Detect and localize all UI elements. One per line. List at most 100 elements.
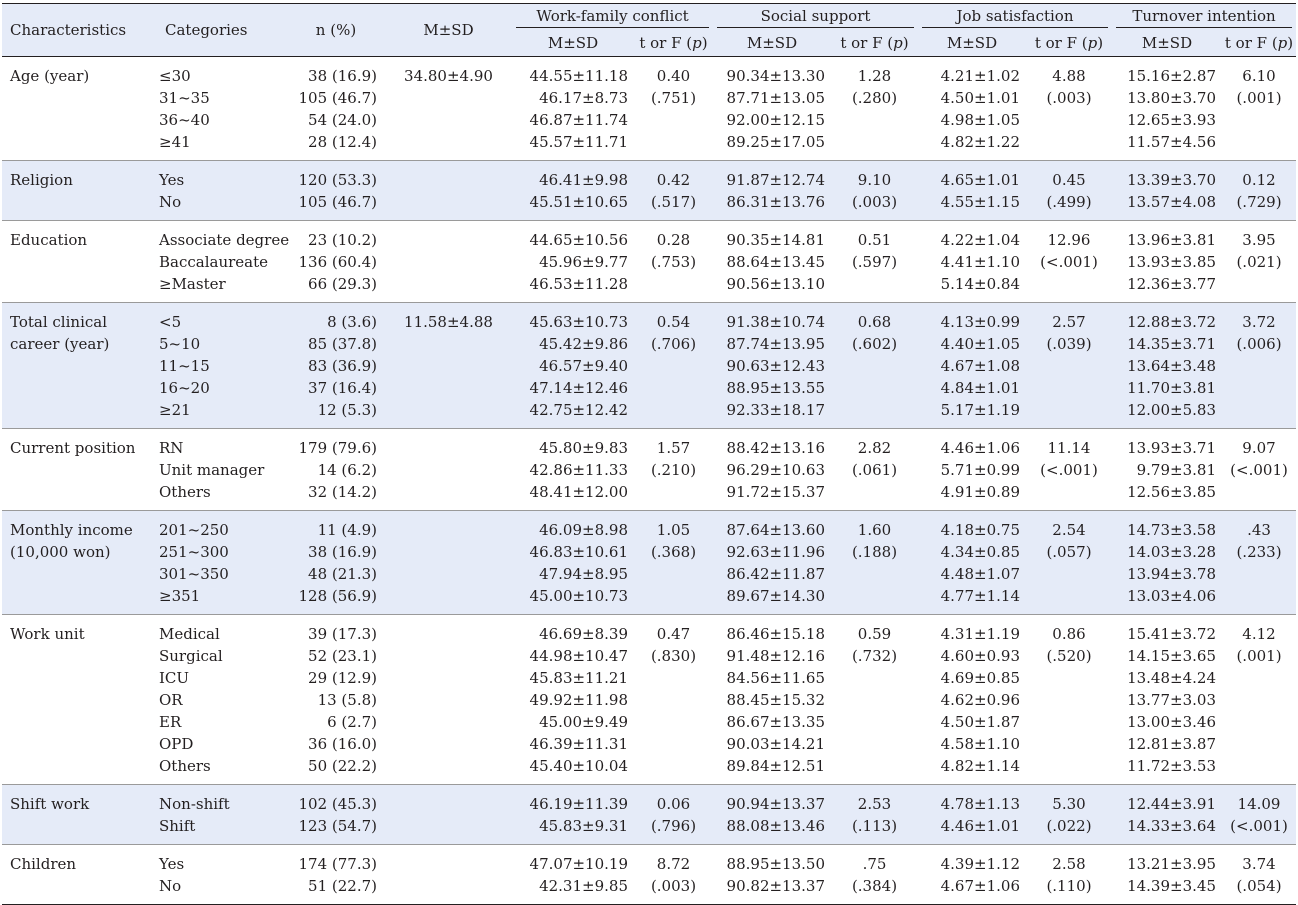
wfc-stat-cell: 8.72 (.003) bbox=[634, 845, 713, 905]
category-cell-line: Surgical bbox=[159, 647, 223, 665]
subheader-js-stat: t or F (p) bbox=[1034, 33, 1104, 52]
wfc-stat-cell-line: (.751) bbox=[650, 89, 697, 107]
ss-value-cell: 90.94±13.37 88.08±13.46 bbox=[713, 784, 831, 845]
category-cell-line: ≥Master bbox=[159, 275, 226, 293]
header-group-social-support: Social support bbox=[713, 4, 918, 30]
js-stat-cell-line: (.057) bbox=[1046, 543, 1092, 561]
wfc-value-cell: 45.80±9.83 42.86±11.33 48.41±12.00 bbox=[512, 429, 634, 511]
js-value-cell-line: 4.55±1.15 bbox=[940, 193, 1020, 211]
characteristic-label: Shift work bbox=[2, 784, 157, 845]
n-cell-line: 105 (46.7) bbox=[298, 193, 377, 211]
ti-value-cell: 13.21±3.95 14.39±3.45 bbox=[1112, 845, 1222, 905]
wfc-value-cell-line: 46.69±8.39 bbox=[539, 625, 628, 643]
wfc-value-cell-line: 42.86±11.33 bbox=[529, 461, 628, 479]
category-cell: ≤30 31~35 36~40 ≥41 bbox=[157, 57, 287, 161]
ti-value-cell-line: 14.73±3.58 bbox=[1127, 521, 1216, 539]
ti-stat-cell: 0.12 (.729) bbox=[1222, 160, 1297, 221]
subheader-row: M±SD t or F (p) M±SD t or F (p) M±SD t or F (… bbox=[2, 29, 1297, 57]
js-value-cell: 4.78±1.13 4.46±1.01 bbox=[918, 784, 1026, 845]
wfc-stat-cell-line: 0.47 bbox=[656, 625, 691, 643]
category-cell: Non-shift Shift bbox=[157, 784, 287, 845]
ss-value-cell-line: 91.38±10.74 bbox=[726, 313, 825, 331]
category-cell-line: RN bbox=[159, 439, 184, 457]
category-cell-line: ER bbox=[159, 713, 182, 731]
category-cell-line: 301~350 bbox=[159, 565, 229, 583]
ss-value-cell-line: 89.67±14.30 bbox=[726, 587, 825, 605]
wfc-stat-cell-line: (.753) bbox=[650, 253, 697, 271]
ss-value-cell-line: 92.00±12.15 bbox=[726, 111, 825, 129]
wfc-stat-cell-line: (.003) bbox=[650, 877, 697, 895]
table-figure: { "header": { "characteristics": "Charac… bbox=[2, 3, 1297, 905]
wfc-value-cell-line: 45.00±9.49 bbox=[539, 713, 628, 731]
table-row: Religion Yes No 120 (53.3) 105 (46.7) 46.41±9… bbox=[2, 160, 1297, 221]
ti-value-cell-line: 13.93±3.71 bbox=[1127, 439, 1216, 457]
ss-stat-cell-line: 0.51 bbox=[857, 231, 892, 249]
wfc-stat-cell: 0.06 (.796) bbox=[634, 784, 713, 845]
characteristic-label: Religion bbox=[2, 160, 157, 221]
js-stat-cell-line: (.039) bbox=[1046, 335, 1092, 353]
category-cell-line: 251~300 bbox=[159, 543, 229, 561]
ss-value-cell-line: 84.56±11.65 bbox=[726, 669, 825, 687]
ti-value-cell-line: 13.64±3.48 bbox=[1127, 357, 1216, 375]
wfc-stat-cell-line: 0.40 bbox=[656, 67, 691, 85]
ti-value-cell-line: 14.35±3.71 bbox=[1127, 335, 1216, 353]
n-cell-line: 120 (53.3) bbox=[298, 171, 377, 189]
wfc-stat-cell: 0.40 (.751) bbox=[634, 57, 713, 161]
category-cell: Yes No bbox=[157, 160, 287, 221]
n-cell: 39 (17.3) 52 (23.1) 29 (12.9) 13 (5.8) 6 (2.… bbox=[287, 615, 385, 785]
js-value-cell-line: 4.91±0.89 bbox=[940, 483, 1020, 501]
ti-value-cell: 13.96±3.81 13.93±3.85 12.36±3.77 bbox=[1112, 221, 1222, 303]
n-cell-line: 52 (23.1) bbox=[308, 647, 377, 665]
js-value-cell-line: 5.17±1.19 bbox=[940, 401, 1020, 419]
n-cell: 8 (3.6) 85 (37.8) 83 (36.9) 37 (16.4) 12 (5.… bbox=[287, 302, 385, 429]
characteristic-label: Age (year) bbox=[10, 67, 90, 85]
wfc-stat-cell-line: (.210) bbox=[650, 461, 697, 479]
n-cell-line: 105 (46.7) bbox=[298, 89, 377, 107]
ti-stat-cell: 14.09 (<.001) bbox=[1222, 784, 1297, 845]
n-cell: 38 (16.9) 105 (46.7) 54 (24.0) 28 (12.4) bbox=[287, 57, 385, 161]
msd-cell bbox=[385, 510, 512, 615]
js-stat-cell-line: (<.001) bbox=[1040, 253, 1098, 271]
ti-value-cell-line: 12.44±3.91 bbox=[1127, 795, 1216, 813]
n-cell-line: 38 (16.9) bbox=[308, 543, 377, 561]
js-stat-cell-line: 5.30 bbox=[1052, 795, 1086, 813]
category-cell-line: <5 bbox=[159, 313, 182, 331]
n-cell: 102 (45.3) 123 (54.7) bbox=[287, 784, 385, 845]
ss-value-cell-line: 87.74±13.95 bbox=[726, 335, 825, 353]
category-cell-line: Others bbox=[159, 757, 211, 775]
n-cell: 120 (53.3) 105 (46.7) bbox=[287, 160, 385, 221]
ss-stat-cell: .75 (.384) bbox=[831, 845, 918, 905]
header-msd: M±SD bbox=[423, 21, 474, 39]
ss-stat-cell-line: (.597) bbox=[851, 253, 898, 271]
js-value-cell-line: 4.41±1.10 bbox=[940, 253, 1020, 271]
category-cell-line: 11~15 bbox=[159, 357, 210, 375]
ss-stat-cell-line: (.384) bbox=[851, 877, 898, 895]
js-stat-cell-line: 0.45 bbox=[1052, 171, 1086, 189]
ti-value-cell-line: 14.33±3.64 bbox=[1127, 817, 1216, 835]
msd-cell bbox=[385, 845, 512, 905]
wfc-value-cell: 46.09±8.98 46.83±10.61 47.94±8.95 45.00±10.… bbox=[512, 510, 634, 615]
category-cell-line: ICU bbox=[159, 669, 190, 687]
msd-cell bbox=[385, 429, 512, 511]
js-stat-cell-line: 0.86 bbox=[1052, 625, 1086, 643]
wfc-value-cell-line: 46.53±11.28 bbox=[529, 275, 628, 293]
ss-stat-cell-line: (.602) bbox=[851, 335, 898, 353]
js-value-cell-line: 4.46±1.01 bbox=[940, 817, 1020, 835]
n-cell-line: 51 (22.7) bbox=[308, 877, 377, 895]
ti-stat-cell-line: 4.12 bbox=[1242, 625, 1276, 643]
ti-value-cell-line: 11.57±4.56 bbox=[1127, 133, 1216, 151]
ti-value-cell: 12.44±3.91 14.33±3.64 bbox=[1112, 784, 1222, 845]
ss-value-cell: 90.34±13.30 87.71±13.05 92.00±12.15 89.25±1… bbox=[713, 57, 831, 161]
js-value-cell: 4.65±1.01 4.55±1.15 bbox=[918, 160, 1026, 221]
ti-stat-cell-line: (.021) bbox=[1236, 253, 1282, 271]
table-row: Total clinical career (year) <5 5~10 11~15 1… bbox=[2, 302, 1297, 429]
category-cell-line: 201~250 bbox=[159, 521, 229, 539]
ti-value-cell-line: 14.39±3.45 bbox=[1127, 877, 1216, 895]
ti-value-cell: 13.93±3.71 9.79±3.81 12.56±3.85 bbox=[1112, 429, 1222, 511]
js-value-cell: 4.13±0.99 4.40±1.05 4.67±1.08 4.84±1.01 5.17… bbox=[918, 302, 1026, 429]
ti-stat-cell-line: 6.10 bbox=[1242, 67, 1276, 85]
wfc-value-cell-line: 42.75±12.42 bbox=[529, 401, 628, 419]
ti-stat-cell-line: (.054) bbox=[1236, 877, 1282, 895]
n-cell-line: 29 (12.9) bbox=[308, 669, 377, 687]
characteristic-label: Education bbox=[10, 231, 88, 249]
